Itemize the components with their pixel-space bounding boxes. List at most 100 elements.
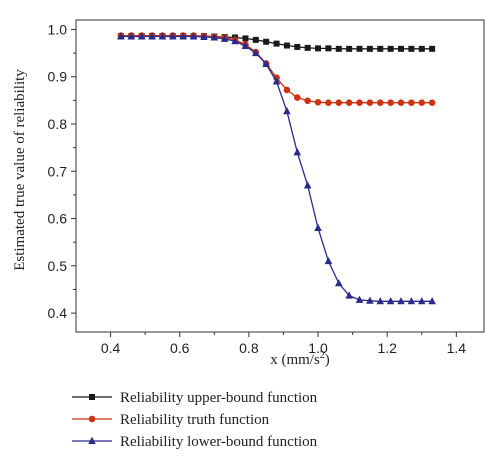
data-point-lower — [283, 107, 291, 115]
y-tick-label: 1.0 — [48, 21, 68, 37]
legend-marker-symbol-upper — [89, 394, 95, 400]
data-point-truth — [335, 99, 343, 107]
x-tick-label: 0.6 — [170, 340, 190, 356]
data-point-upper — [294, 43, 301, 50]
legend-marker-lower — [88, 436, 96, 444]
data-point-upper — [273, 40, 280, 47]
x-axis-title-close: ) — [325, 352, 330, 368]
data-point-lower — [272, 77, 281, 85]
data-point-truth — [304, 97, 311, 105]
data-point-lower — [137, 32, 146, 40]
x-tick-label: 1.4 — [447, 340, 467, 356]
legend-label-truth: Reliability truth function — [120, 412, 270, 428]
x-tick-label: 1.2 — [377, 340, 397, 356]
data-point-truth — [325, 99, 332, 107]
data-point-truth — [387, 99, 394, 107]
data-point-upper — [429, 45, 436, 52]
data-point-truth — [376, 99, 384, 107]
data-point-lower — [355, 295, 364, 303]
data-point-lower — [231, 37, 239, 45]
y-tick-label: 0.8 — [48, 116, 68, 132]
data-point-truth — [397, 99, 405, 107]
data-point-lower — [220, 34, 229, 42]
data-point-truth — [314, 98, 322, 106]
data-point-truth — [428, 99, 436, 107]
data-point-truth — [293, 94, 301, 101]
data-point-lower — [407, 297, 416, 305]
legend-marker-truth — [88, 415, 96, 423]
data-point-lower — [397, 297, 405, 305]
plot-frame — [75, 19, 485, 333]
y-tick-label: 0.4 — [48, 305, 68, 321]
x-axis-title-superscript: 2 — [320, 350, 325, 361]
data-point-upper — [283, 42, 290, 49]
legend-label-lower: Reliability lower-bound function — [120, 434, 318, 450]
y-axis-title: Estimated true value of reliability — [12, 69, 28, 271]
legend-item-truth: Reliability truth function — [72, 412, 270, 428]
data-point-upper — [398, 45, 405, 52]
x-axis-ticks: 0.4 0.6 0.8 1.0 1.2 1.4 — [101, 332, 466, 356]
data-point-upper — [252, 36, 259, 43]
data-point-lower — [428, 297, 436, 305]
y-tick-label: 0.5 — [48, 258, 68, 274]
data-point-upper — [356, 45, 363, 52]
series-lower — [117, 32, 436, 305]
legend-marker-symbol-lower — [88, 436, 96, 444]
x-tick-label: 1.0 — [308, 340, 328, 356]
data-point-lower — [376, 297, 385, 305]
data-point-lower — [200, 32, 208, 41]
data-point-lower — [117, 32, 125, 40]
legend-marker-symbol-truth — [88, 415, 96, 423]
data-point-lower — [210, 33, 219, 41]
data-point-upper — [325, 45, 332, 52]
data-point-truth — [408, 99, 415, 107]
data-point-lower — [293, 148, 302, 156]
data-point-lower — [417, 297, 426, 305]
y-axis-ticks: 0.4 0.5 0.6 0.7 0.8 0.9 1.0 — [48, 21, 76, 321]
series-layer — [117, 32, 436, 305]
x-tick-label: 0.4 — [101, 340, 121, 356]
x-axis-title: x (mm/s2) — [270, 350, 330, 368]
data-point-upper — [263, 38, 270, 45]
data-point-lower — [169, 32, 177, 40]
data-point-upper — [387, 45, 394, 52]
data-point-lower — [262, 59, 270, 67]
legend-item-upper: Reliability upper-bound function — [72, 390, 318, 406]
data-point-lower — [324, 256, 333, 265]
data-point-truth — [283, 86, 291, 94]
legend-label-upper: Reliability upper-bound function — [120, 390, 318, 406]
data-point-lower — [314, 223, 322, 231]
data-point-upper — [377, 45, 384, 52]
data-point-lower — [345, 291, 353, 299]
data-point-upper — [418, 45, 425, 52]
data-point-upper — [304, 44, 311, 51]
data-point-upper — [315, 45, 322, 52]
legend-item-lower: Reliability lower-bound function — [72, 434, 318, 450]
y-tick-label: 0.9 — [48, 69, 68, 85]
data-point-lower — [241, 41, 250, 49]
data-point-upper — [335, 45, 342, 52]
data-point-lower — [158, 32, 167, 40]
data-point-lower — [148, 32, 156, 40]
data-point-truth — [418, 99, 426, 107]
data-point-lower — [334, 279, 343, 287]
data-point-lower — [189, 32, 198, 40]
y-tick-label: 0.6 — [48, 211, 68, 227]
legend-marker-upper — [89, 394, 95, 400]
x-axis-title-main: x (mm/s — [270, 352, 320, 368]
data-point-truth — [356, 99, 363, 107]
plot-area-border — [75, 19, 485, 333]
data-point-upper — [408, 45, 415, 52]
x-tick-label: 0.8 — [239, 340, 259, 356]
data-point-lower — [127, 32, 136, 40]
data-point-upper — [242, 35, 249, 42]
data-point-truth — [345, 99, 353, 107]
y-tick-label: 0.7 — [48, 163, 68, 179]
data-point-upper — [366, 45, 373, 52]
data-point-lower — [366, 296, 374, 304]
data-point-lower — [179, 32, 187, 40]
legend: Reliability upper-bound function Reliabi… — [72, 390, 318, 450]
data-point-lower — [386, 297, 395, 305]
data-point-truth — [366, 99, 374, 107]
